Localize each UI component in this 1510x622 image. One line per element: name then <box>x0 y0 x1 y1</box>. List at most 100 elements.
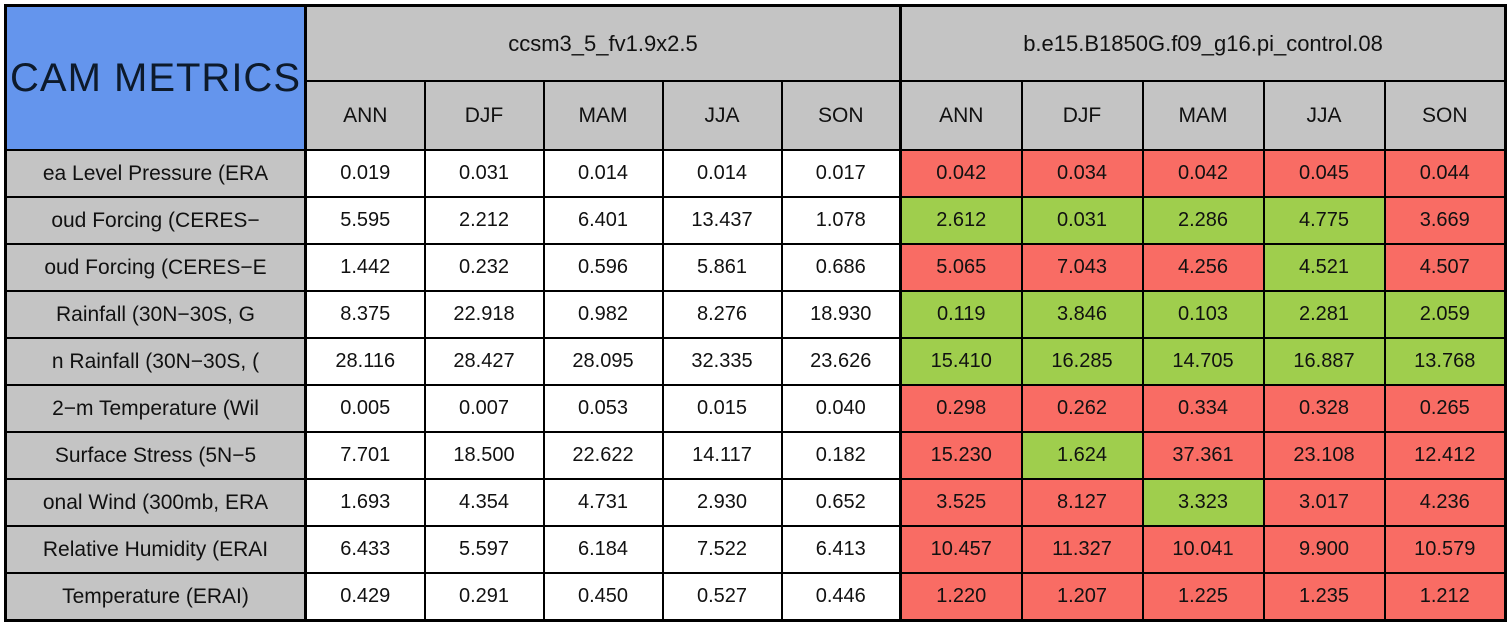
metric-value-cell: 2.930 <box>661 478 783 527</box>
metric-value-cell: 0.596 <box>542 243 664 292</box>
metric-row-label: ea Level Pressure (ERA <box>4 149 307 198</box>
table-row: 2−m Temperature (Wil 0.005 0.007 0.053 0… <box>4 384 1507 433</box>
metric-value-cell: 3.017 <box>1262 478 1386 527</box>
metric-value-cell: 1.693 <box>304 478 426 527</box>
metric-row-label: Rainfall (30N−30S, G <box>4 290 307 339</box>
metric-value-cell: 0.031 <box>1020 196 1144 245</box>
metric-value-cell: 0.053 <box>542 384 664 433</box>
metric-value-cell: 28.116 <box>304 337 426 386</box>
metric-value-cell: 14.705 <box>1141 337 1265 386</box>
metric-value-cell: 0.044 <box>1383 149 1507 198</box>
metric-value-cell: 0.042 <box>899 149 1023 198</box>
metric-value-cell: 3.846 <box>1020 290 1144 339</box>
metric-row-label: Temperature (ERAI) <box>4 572 307 622</box>
metric-value-cell: 28.095 <box>542 337 664 386</box>
metric-value-cell: 8.127 <box>1020 478 1144 527</box>
metric-value-cell: 23.626 <box>780 337 902 386</box>
metric-value-cell: 0.450 <box>542 572 664 622</box>
season-header-djf: DJF <box>423 80 545 151</box>
metric-value-cell: 6.433 <box>304 525 426 574</box>
metric-value-cell: 9.900 <box>1262 525 1386 574</box>
metric-value-cell: 22.918 <box>423 290 545 339</box>
metric-row-label: onal Wind (300mb, ERA <box>4 478 307 527</box>
metric-value-cell: 18.500 <box>423 431 545 480</box>
metric-value-cell: 16.887 <box>1262 337 1386 386</box>
metric-value-cell: 10.457 <box>899 525 1023 574</box>
cam-metrics-table: CAM METRICS ccsm3_5_fv1.9x2.5 b.e15.B185… <box>4 4 1507 622</box>
metric-value-cell: 0.982 <box>542 290 664 339</box>
metric-value-cell: 2.281 <box>1262 290 1386 339</box>
metric-value-cell: 0.015 <box>661 384 783 433</box>
table-row: Relative Humidity (ERAI 6.433 5.597 6.18… <box>4 525 1507 574</box>
metric-value-cell: 12.412 <box>1383 431 1507 480</box>
model-name-header-2: b.e15.B1850G.f09_g16.pi_control.08 <box>899 4 1507 82</box>
metric-value-cell: 7.522 <box>661 525 783 574</box>
season-header-jja: JJA <box>1262 80 1386 151</box>
metric-value-cell: 5.595 <box>304 196 426 245</box>
metric-value-cell: 1.220 <box>899 572 1023 622</box>
metric-value-cell: 0.045 <box>1262 149 1386 198</box>
table-row: ea Level Pressure (ERA 0.019 0.031 0.014… <box>4 149 1507 198</box>
metric-value-cell: 1.624 <box>1020 431 1144 480</box>
metric-value-cell: 8.375 <box>304 290 426 339</box>
metric-value-cell: 0.446 <box>780 572 902 622</box>
season-header-ann: ANN <box>899 80 1023 151</box>
metric-value-cell: 22.622 <box>542 431 664 480</box>
metric-value-cell: 16.285 <box>1020 337 1144 386</box>
table-row: Surface Stress (5N−5 7.701 18.500 22.622… <box>4 431 1507 480</box>
metric-value-cell: 2.612 <box>899 196 1023 245</box>
season-header-mam: MAM <box>1141 80 1265 151</box>
metric-value-cell: 18.930 <box>780 290 902 339</box>
metric-value-cell: 0.019 <box>304 149 426 198</box>
metric-value-cell: 0.007 <box>423 384 545 433</box>
season-header-mam: MAM <box>542 80 664 151</box>
metric-value-cell: 6.413 <box>780 525 902 574</box>
metric-value-cell: 0.328 <box>1262 384 1386 433</box>
metric-value-cell: 2.286 <box>1141 196 1265 245</box>
metric-value-cell: 0.014 <box>661 149 783 198</box>
metric-value-cell: 4.354 <box>423 478 545 527</box>
metric-value-cell: 0.429 <box>304 572 426 622</box>
metric-value-cell: 4.521 <box>1262 243 1386 292</box>
model-name-header-1: ccsm3_5_fv1.9x2.5 <box>304 4 902 82</box>
metric-value-cell: 0.298 <box>899 384 1023 433</box>
season-header-djf: DJF <box>1020 80 1144 151</box>
table-title: CAM METRICS <box>4 4 307 151</box>
table-row: oud Forcing (CERES− 5.595 2.212 6.401 13… <box>4 196 1507 245</box>
metric-value-cell: 0.232 <box>423 243 545 292</box>
metric-value-cell: 0.034 <box>1020 149 1144 198</box>
metric-value-cell: 0.040 <box>780 384 902 433</box>
metric-value-cell: 0.005 <box>304 384 426 433</box>
metric-value-cell: 0.017 <box>780 149 902 198</box>
metric-value-cell: 28.427 <box>423 337 545 386</box>
metric-value-cell: 0.103 <box>1141 290 1265 339</box>
season-header-jja: JJA <box>661 80 783 151</box>
metric-value-cell: 4.775 <box>1262 196 1386 245</box>
metric-value-cell: 23.108 <box>1262 431 1386 480</box>
metric-value-cell: 0.334 <box>1141 384 1265 433</box>
metric-value-cell: 4.507 <box>1383 243 1507 292</box>
metric-value-cell: 1.442 <box>304 243 426 292</box>
metric-value-cell: 0.527 <box>661 572 783 622</box>
metric-row-label: oud Forcing (CERES− <box>4 196 307 245</box>
metric-value-cell: 13.437 <box>661 196 783 245</box>
metric-value-cell: 4.236 <box>1383 478 1507 527</box>
metric-value-cell: 0.119 <box>899 290 1023 339</box>
metric-value-cell: 6.401 <box>542 196 664 245</box>
metric-value-cell: 8.276 <box>661 290 783 339</box>
metric-row-label: oud Forcing (CERES−E <box>4 243 307 292</box>
metric-value-cell: 2.059 <box>1383 290 1507 339</box>
metric-value-cell: 0.031 <box>423 149 545 198</box>
metric-value-cell: 0.686 <box>780 243 902 292</box>
table-row: Rainfall (30N−30S, G 8.375 22.918 0.982 … <box>4 290 1507 339</box>
season-header-son: SON <box>1383 80 1507 151</box>
season-header-ann: ANN <box>304 80 426 151</box>
metric-value-cell: 1.212 <box>1383 572 1507 622</box>
metric-value-cell: 0.262 <box>1020 384 1144 433</box>
metric-value-cell: 11.327 <box>1020 525 1144 574</box>
metric-value-cell: 10.041 <box>1141 525 1265 574</box>
season-header-son: SON <box>780 80 902 151</box>
metric-value-cell: 5.861 <box>661 243 783 292</box>
metric-value-cell: 0.265 <box>1383 384 1507 433</box>
metric-value-cell: 3.323 <box>1141 478 1265 527</box>
